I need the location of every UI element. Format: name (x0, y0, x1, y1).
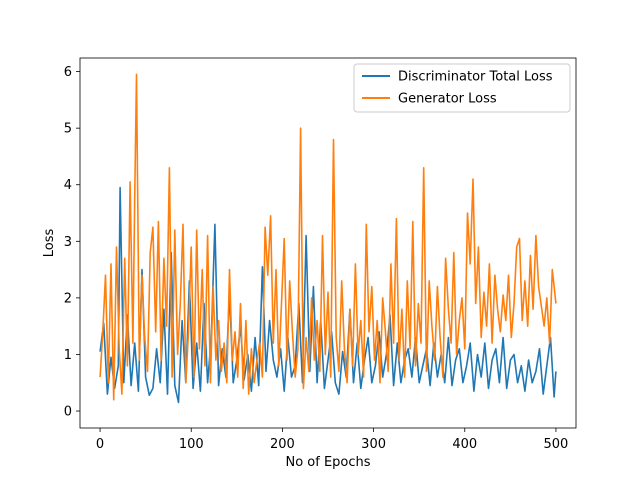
series-line-generator-loss (99, 73, 557, 401)
y-tick-label: 1 (64, 348, 72, 363)
legend-label-generator: Generator Loss (398, 92, 497, 107)
x-tick-label: 0 (96, 437, 104, 452)
x-tick-label: 100 (179, 437, 204, 452)
axes-frame (79, 57, 577, 429)
y-tick-label: 2 (64, 291, 72, 306)
x-axis-label: No of Epochs (285, 455, 370, 470)
legend-box (353, 63, 571, 113)
x-tick-label: 200 (270, 437, 295, 452)
legend: Discriminator Total Loss Generator Loss (353, 63, 571, 113)
x-tick-label: 500 (544, 437, 569, 452)
y-tick-label: 3 (64, 235, 72, 250)
y-tick-label: 5 (64, 122, 72, 137)
y-axis-label: Loss (42, 229, 57, 258)
series-group (99, 73, 557, 404)
series-line-discriminator-total-loss (99, 186, 557, 404)
y-tick-label: 6 (64, 65, 72, 80)
x-axis-ticks: 0 100 200 300 400 500 (96, 428, 568, 452)
legend-label-discriminator: Discriminator Total Loss (398, 70, 553, 85)
y-axis-ticks: 0 1 2 3 4 5 6 (64, 65, 80, 420)
x-tick-label: 300 (361, 437, 386, 452)
y-tick-label: 4 (64, 178, 72, 193)
plot-area (79, 57, 577, 429)
x-tick-label: 400 (452, 437, 477, 452)
y-tick-label: 0 (64, 405, 72, 420)
